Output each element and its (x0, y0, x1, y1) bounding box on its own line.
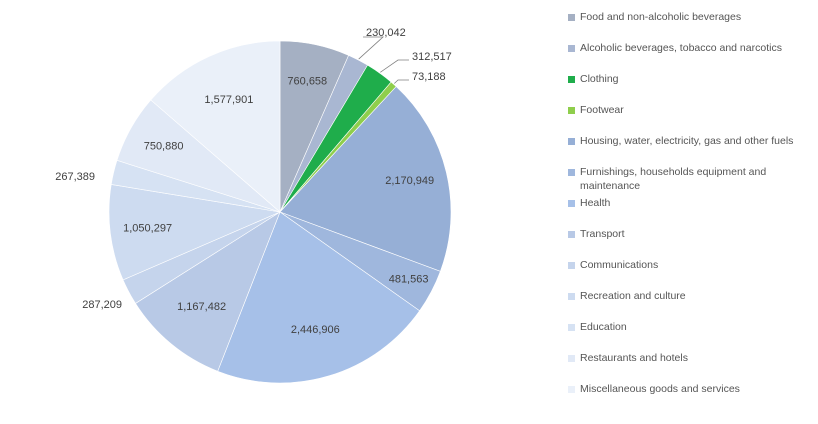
legend-label: Alcoholic beverages, tobacco and narcoti… (580, 42, 782, 54)
legend-swatch (568, 138, 575, 145)
legend-swatch (568, 262, 575, 269)
pie-slice-7 (217, 211, 421, 384)
data-label-6: 481,563 (389, 274, 429, 286)
data-label-11: 267,389 (55, 171, 95, 183)
legend-swatch (568, 200, 575, 207)
legend-label: Furnishings, households equipment and ma… (580, 166, 767, 192)
legend-swatch (568, 14, 575, 21)
leader-line-2 (358, 36, 385, 60)
data-label-2: 230,042 (366, 27, 406, 39)
pie-slice-8 (135, 211, 281, 372)
leader-line-4 (394, 79, 409, 84)
legend-label: Transport (580, 228, 625, 240)
legend-label: Communications (580, 259, 659, 271)
legend-swatch (568, 107, 575, 114)
leader-line-3 (380, 59, 409, 73)
legend-swatch (568, 355, 575, 362)
pie-slice-5 (279, 86, 452, 272)
legend-label: Food and non-alcoholic beverages (580, 11, 742, 23)
legend-swatch (568, 76, 575, 83)
legend-label: Footwear (580, 104, 624, 116)
data-label-8: 1,167,482 (177, 301, 226, 313)
legend-label: Miscellaneous goods and services (580, 383, 740, 395)
legend-swatch (568, 169, 575, 176)
data-label-13: 1,577,901 (204, 94, 253, 106)
data-label-1: 760,658 (287, 75, 327, 87)
legend-label: Health (580, 197, 611, 209)
legend-swatch (568, 45, 575, 52)
legend-swatch (568, 324, 575, 331)
legend-swatch (568, 293, 575, 300)
data-label-9: 287,209 (82, 299, 122, 311)
data-label-10: 1,050,297 (123, 222, 172, 234)
data-label-4: 73,188 (412, 71, 446, 83)
data-label-5: 2,170,949 (385, 175, 434, 187)
legend-label: Housing, water, electricity, gas and oth… (580, 135, 794, 147)
legend-label: Recreation and culture (580, 290, 686, 302)
legend-swatch (568, 231, 575, 238)
data-label-7: 2,446,906 (291, 324, 340, 336)
data-label-12: 750,880 (144, 141, 184, 153)
legend-label: Restaurants and hotels (580, 352, 688, 364)
pie-slice-10 (108, 184, 282, 281)
legend-label: Education (580, 321, 627, 333)
pie-slices (108, 40, 452, 384)
pie-data-labels: 760,658 230,042 312,517 73,188 2,170,949 481,… (55, 27, 452, 336)
pie-slice-13 (150, 40, 281, 213)
legend-label: Clothing (580, 73, 619, 85)
legend-swatch (568, 386, 575, 393)
data-label-3: 312,517 (412, 51, 452, 63)
